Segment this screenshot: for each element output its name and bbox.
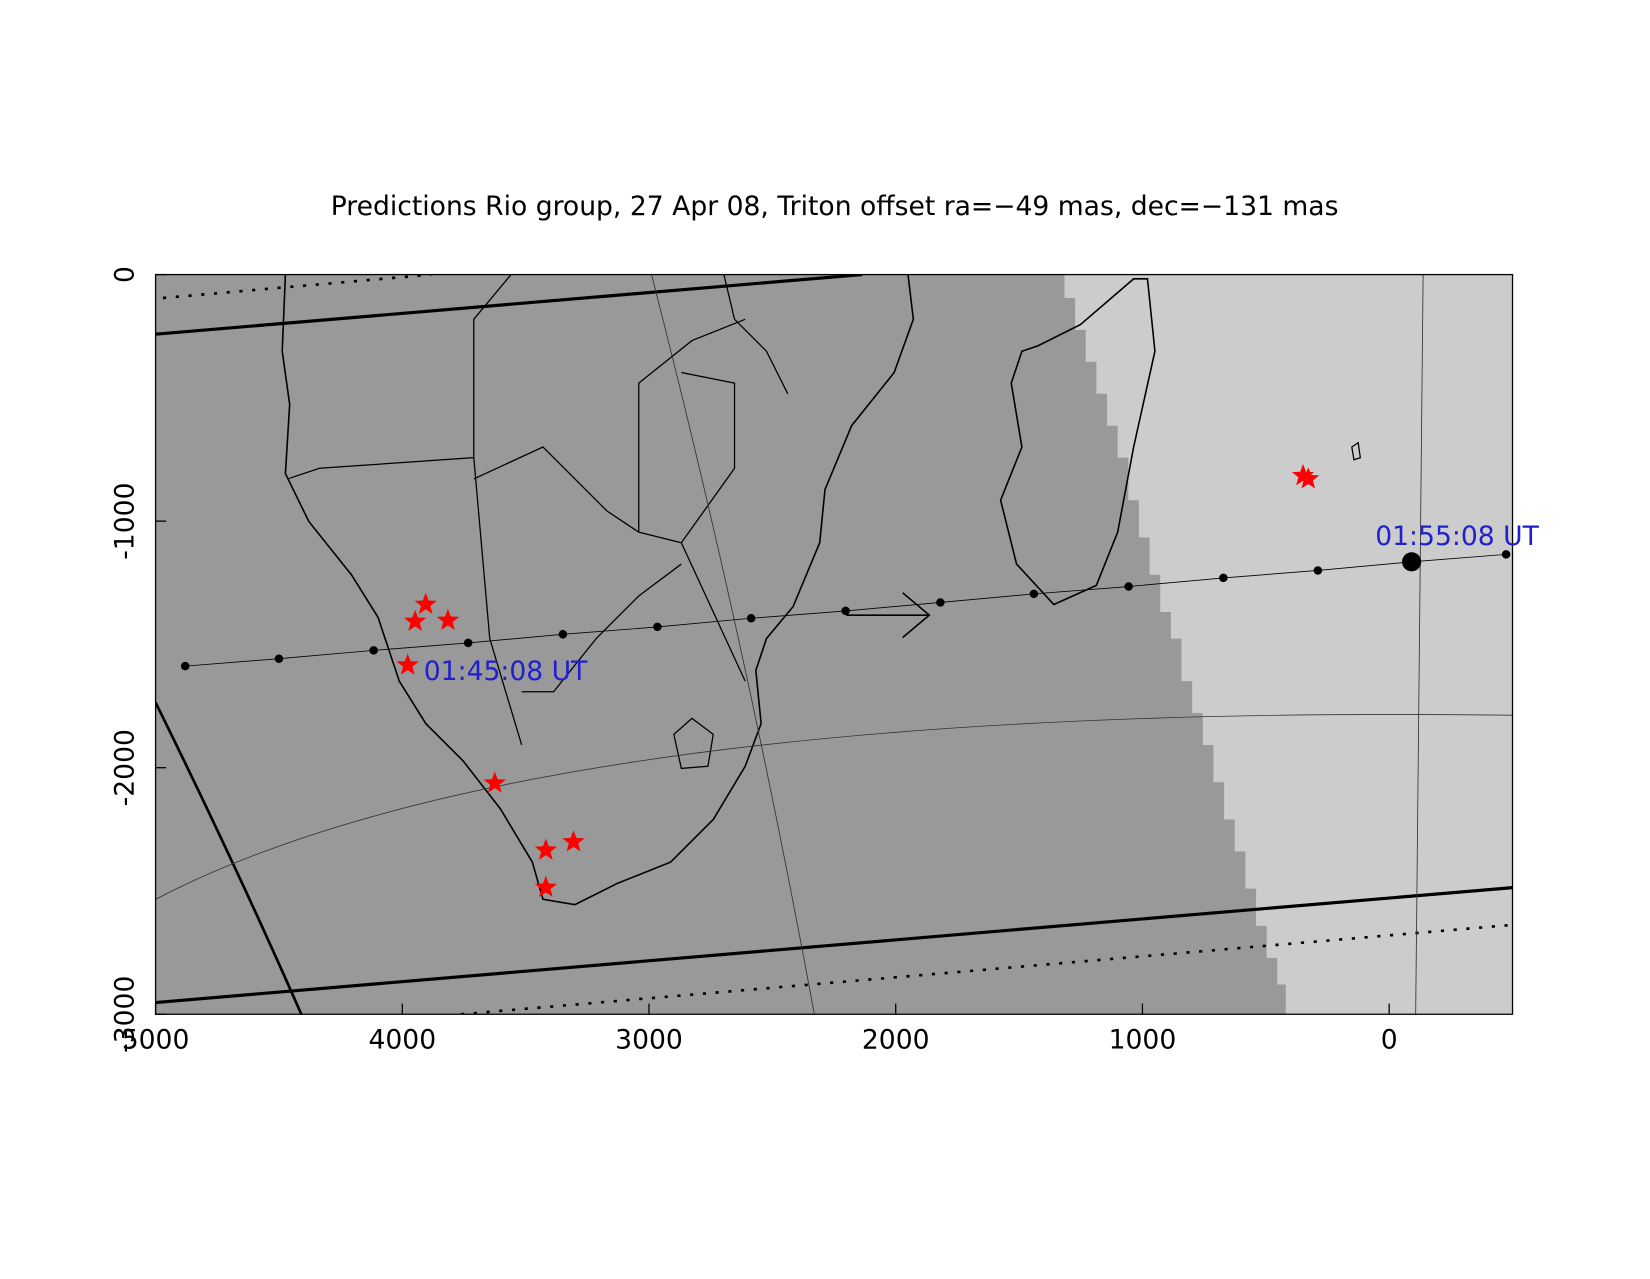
station-star <box>483 771 506 793</box>
x-tick-label: 2000 <box>862 1024 930 1055</box>
track-point <box>1402 552 1422 572</box>
y-tick-label: -3000 <box>109 976 140 1053</box>
chart-title: Predictions Rio group, 27 Apr 08, Triton… <box>331 191 1339 222</box>
track-point <box>746 614 756 623</box>
x-tick-label: 1000 <box>1109 1024 1177 1055</box>
track-point <box>936 598 945 607</box>
track-point <box>1124 582 1133 591</box>
track-point <box>274 654 284 663</box>
limb-curve <box>155 701 303 1015</box>
plot-frame <box>154 273 1514 1015</box>
time-label: 01:45:08 UT <box>424 656 588 687</box>
graticule <box>155 714 1513 900</box>
coastline <box>1351 441 1362 461</box>
x-tick-label: 4000 <box>368 1024 436 1055</box>
x-tick-label: 5000 <box>122 1024 190 1055</box>
station-star <box>1297 467 1320 489</box>
station-star <box>534 875 558 897</box>
track-point <box>1313 566 1323 575</box>
border <box>287 274 789 770</box>
graticule <box>1415 274 1424 1015</box>
direction-arrow <box>846 592 931 639</box>
station-star <box>414 592 437 614</box>
track-point <box>1219 573 1228 583</box>
time-label: 01:55:08 UT <box>1375 521 1539 552</box>
station-star <box>436 608 460 630</box>
track-point <box>841 606 850 616</box>
coastline <box>999 278 1156 606</box>
day-region <box>1048 274 1513 1015</box>
coastline <box>281 274 915 906</box>
station-star <box>534 838 558 860</box>
track-point <box>558 630 568 639</box>
station-star <box>396 653 419 675</box>
shadow-limit <box>155 274 863 336</box>
graticule <box>651 274 815 1015</box>
track-point <box>1501 550 1511 559</box>
y-tick-label: 0 <box>109 266 140 283</box>
station-star <box>1291 464 1315 486</box>
track-point <box>180 661 190 671</box>
shadow-limit <box>155 886 1513 1005</box>
y-tick-label: -1000 <box>109 482 140 559</box>
track-point <box>369 646 378 655</box>
track-point <box>1029 589 1039 599</box>
y-tick-label: -2000 <box>109 729 140 806</box>
station-star <box>562 830 585 852</box>
station-star <box>403 609 427 632</box>
x-tick-label: 0 <box>1381 1024 1398 1055</box>
track-point <box>463 638 473 648</box>
x-tick-label: 3000 <box>615 1024 683 1055</box>
map-background <box>155 274 1513 1015</box>
track-point <box>653 622 662 632</box>
